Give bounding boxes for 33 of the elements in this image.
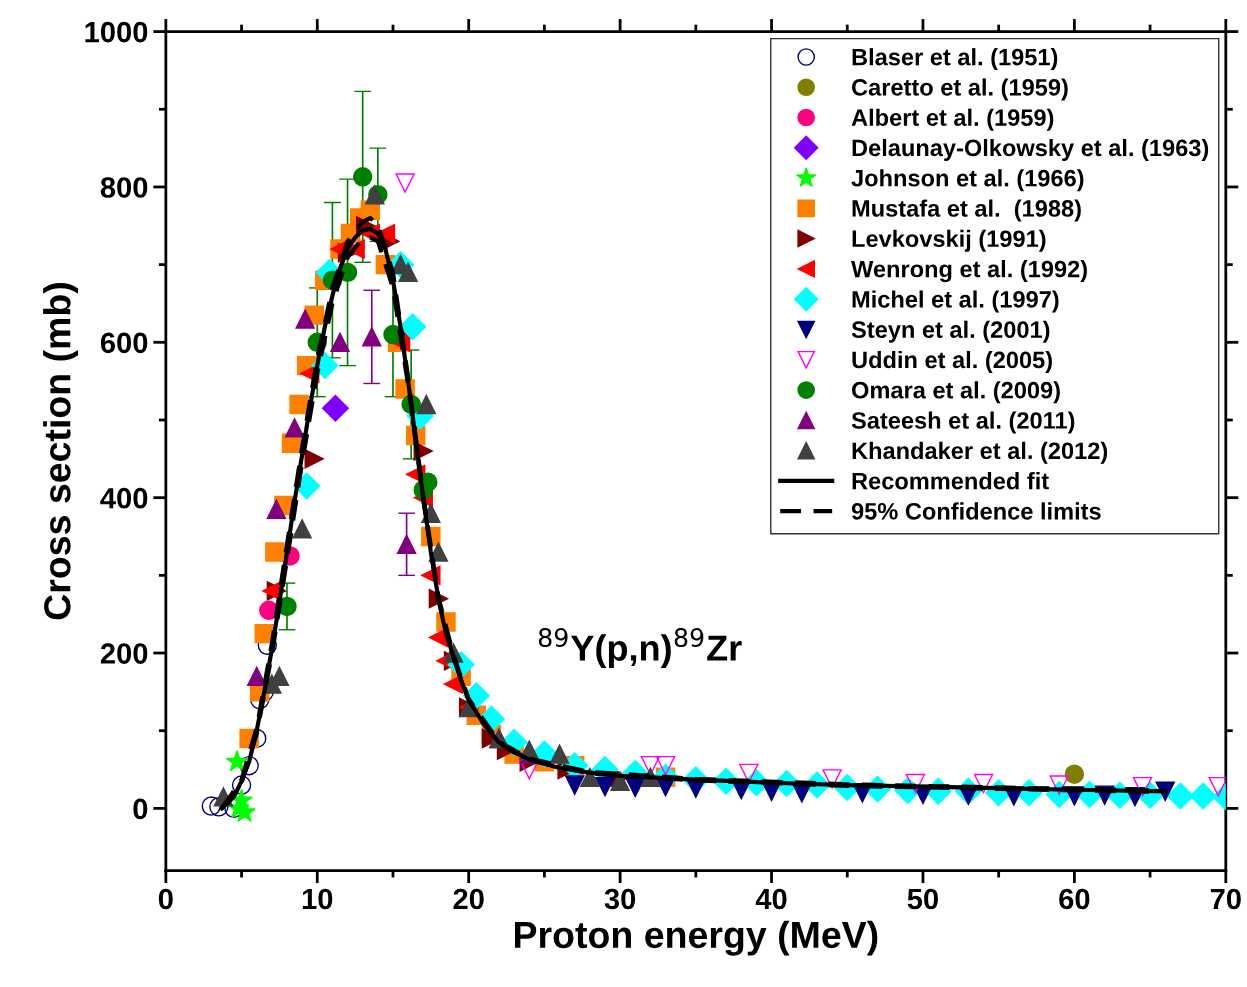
x-axis-title: Proton energy (MeV) [514,920,878,956]
legend-label: Caretto et al. (1959) [852,78,1068,101]
y-tick-label: 400 [100,487,148,509]
legend-label: Blaser et al. (1951) [852,48,1058,71]
x-tick-label: 40 [755,888,787,910]
legend-label: Mustafa et al. (1988) [852,199,1081,222]
x-tick-label: 30 [604,888,636,910]
y-axis-title: Cross section (mb) [43,283,79,620]
x-tick-label: 0 [158,888,173,910]
y-tick-label: 800 [100,177,148,198]
annotation: $^{89}$Y(p,n)$^{89}$Zr [538,627,742,669]
legend-label: Albert et al. (1959) [851,108,1054,131]
y-tick-label: 0 [133,798,148,820]
y-tick-label: 200 [100,643,148,664]
x-tick-label: 70 [1210,888,1241,910]
legend-label: 95% Confidence limits [851,502,1101,520]
legend-label: Johnson et al. (1966) [851,169,1084,192]
legend-label: Recommended fit [852,472,1049,490]
legend-label: Uddin et al. (2005) [852,350,1052,373]
y-tick-label: 600 [100,332,148,354]
x-tick-label: 10 [302,888,333,910]
legend-label: Steyn et al. (2001) [851,320,1050,343]
legend-label: Michel et al. (1997) [852,290,1059,313]
legend-label: Omara et al. (2009) [852,381,1060,404]
x-tick-label: 60 [1059,888,1090,910]
legend-label: Sateesh et al. (2011) [851,411,1075,434]
x-tick-label: 50 [907,888,938,910]
legend-label: Wenrong et al. (1992) [851,260,1087,283]
x-tick-label: 20 [453,888,484,910]
y-tick-label: 1000 [85,21,148,43]
legend-label: Levkovskij (1991) [852,229,1046,252]
legend-label: Khandaker et al. (2012) [852,441,1108,464]
legend-label: Delaunay-Olkowsky et al. (1963) [852,138,1209,161]
